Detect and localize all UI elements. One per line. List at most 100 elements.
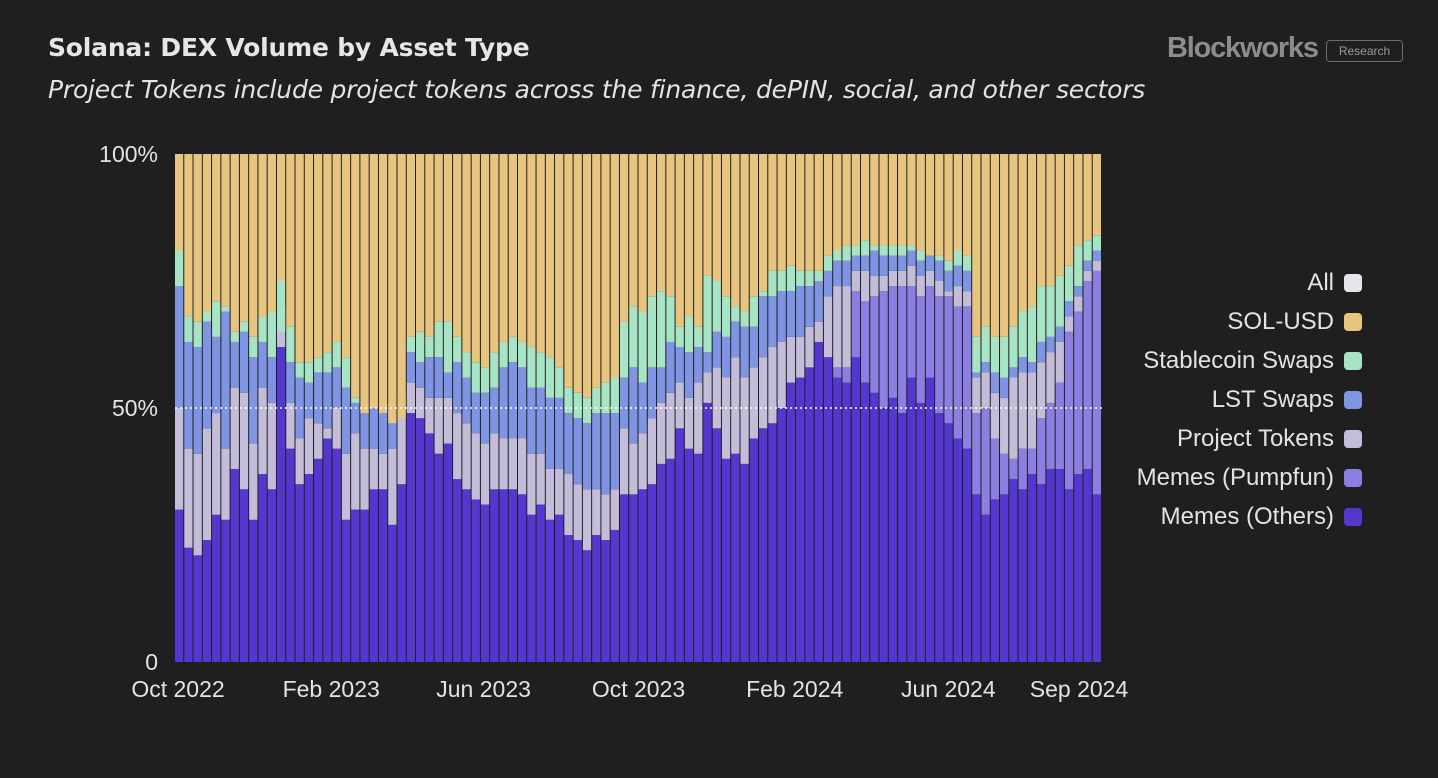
bar-segment-lst-swaps [221, 311, 230, 449]
bar-segment-memes-others [175, 509, 184, 662]
bar-segment-stablecoin-swaps [619, 321, 629, 378]
bar-segment-memes-others [962, 448, 972, 662]
bar-segment-stablecoin-swaps [888, 245, 898, 256]
bar-segment-stablecoin-swaps [935, 255, 944, 261]
x-tick-label: Jun 2024 [901, 676, 996, 702]
bar-segment-stablecoin-swaps [239, 321, 249, 332]
bar-segment-lst-swaps [629, 367, 638, 444]
bar-segment-sol-usd [545, 154, 555, 358]
bar-segment-lst-swaps [972, 372, 981, 378]
bar-segment-memes-others [629, 494, 638, 662]
bar-segment-lst-swaps [675, 347, 684, 383]
bar-segment-memes-others [851, 357, 860, 662]
bar-segment-stablecoin-swaps [907, 245, 916, 251]
bar-segment-memes-pumpfun [1046, 402, 1055, 469]
bar-segment-lst-swaps [249, 357, 258, 444]
legend-item-project-tokens[interactable]: Project Tokens [1177, 424, 1362, 454]
bar-segment-lst-swaps [740, 326, 749, 378]
bar-segment-memes-others [898, 413, 907, 662]
bar-segment-project-tokens [610, 489, 619, 530]
bar-segment-lst-swaps [471, 392, 480, 434]
bar-segment-stablecoin-swaps [1000, 336, 1009, 378]
bar-segment-project-tokens [647, 418, 657, 485]
bar-segment-sol-usd [286, 154, 295, 327]
legend-item-lst-swaps[interactable]: LST Swaps [1212, 385, 1362, 415]
legend-item-memes-others[interactable]: Memes (Others) [1161, 502, 1362, 532]
bar-segment-sol-usd [212, 154, 221, 302]
bar-segment-stablecoin-swaps [258, 316, 267, 342]
bar-segment-memes-others [916, 402, 925, 662]
bar-segment-stablecoin-swaps [870, 245, 879, 251]
bar-segment-memes-others [286, 448, 295, 662]
bar-segment-lst-swaps [712, 331, 721, 368]
bar-segment-memes-pumpfun [1000, 453, 1009, 495]
bar-segment-lst-swaps [814, 281, 823, 322]
bar-segment-memes-others [694, 453, 703, 662]
bar-segment-memes-pumpfun [851, 291, 860, 358]
legend-swatch [1344, 508, 1362, 526]
bar-segment-stablecoin-swaps [842, 245, 851, 261]
bar-segment-project-tokens [258, 387, 267, 475]
bar-segment-project-tokens [879, 275, 888, 292]
bar-segment-sol-usd [295, 154, 304, 363]
bar-segment-lst-swaps [610, 413, 619, 490]
legend-item-memes-pumpfun[interactable]: Memes (Pumpfun) [1137, 463, 1362, 493]
bar-segment-sol-usd [480, 154, 490, 368]
bar-segment-project-tokens [434, 397, 443, 454]
bar-segment-lst-swaps [1083, 260, 1092, 271]
bar-segment-lst-swaps [879, 255, 888, 276]
bar-segment-sol-usd [981, 154, 990, 327]
legend-item-sol-usd[interactable]: SOL-USD [1227, 307, 1362, 337]
bar-segment-memes-others [972, 494, 981, 662]
bar-segment-stablecoin-swaps [545, 357, 555, 398]
bar-segment-memes-pumpfun [962, 306, 972, 449]
bar-segment-memes-others [703, 402, 712, 662]
bar-segment-memes-pumpfun [860, 301, 870, 383]
bar-segment-stablecoin-swaps [1092, 235, 1101, 251]
bar-segment-project-tokens [703, 372, 712, 403]
bar-segment-memes-others [981, 514, 990, 662]
bar-segment-project-tokens [471, 433, 480, 500]
bar-segment-stablecoin-swaps [341, 357, 351, 388]
bar-segment-memes-pumpfun [1092, 270, 1101, 495]
bar-segment-lst-swaps [480, 392, 490, 444]
bar-segment-stablecoin-swaps [684, 316, 694, 353]
bar-segment-sol-usd [1037, 154, 1046, 287]
bar-segment-memes-others [517, 494, 527, 662]
bar-segment-project-tokens [517, 438, 527, 495]
bar-segment-lst-swaps [212, 336, 221, 414]
x-tick-label: Feb 2024 [746, 676, 843, 702]
bar-segment-stablecoin-swaps [805, 270, 814, 287]
bar-segment-stablecoin-swaps [953, 250, 962, 266]
bar-segment-stablecoin-swaps [536, 352, 545, 388]
bar-segment-sol-usd [777, 154, 786, 271]
bar-segment-project-tokens [545, 468, 555, 520]
bar-segment-sol-usd [1083, 154, 1092, 241]
bar-segment-stablecoin-swaps [823, 255, 833, 271]
bar-segment-memes-others [508, 489, 517, 662]
bar-segment-memes-others [490, 489, 499, 662]
bar-segment-sol-usd [712, 154, 721, 281]
bar-segment-memes-others [564, 535, 573, 662]
bar-segment-project-tokens [295, 438, 304, 485]
bar-segment-memes-others [675, 428, 684, 662]
bar-segment-lst-swaps [842, 260, 851, 287]
bar-segment-memes-pumpfun [833, 367, 842, 378]
legend-label: Memes (Others) [1160, 503, 1334, 530]
legend-item-stablecoin-swaps[interactable]: Stablecoin Swaps [1143, 346, 1362, 376]
bar-segment-memes-others [360, 509, 369, 662]
x-tick-label: Feb 2023 [283, 676, 380, 702]
bar-segment-memes-pumpfun [1027, 448, 1037, 475]
bar-segment-sol-usd [499, 154, 508, 342]
bar-segment-lst-swaps [935, 260, 944, 281]
legend-swatch [1344, 352, 1362, 370]
bar-segment-lst-swaps [666, 341, 675, 393]
bar-segment-sol-usd [703, 154, 712, 276]
bar-segment-stablecoin-swaps [1046, 286, 1055, 337]
bar-segment-project-tokens [212, 413, 221, 515]
bar-segment-lst-swaps [796, 286, 805, 337]
bar-segment-lst-swaps [564, 413, 573, 475]
bar-segment-lst-swaps [916, 260, 925, 276]
legend-item-all[interactable]: All [1307, 268, 1362, 298]
bar-segment-memes-others [304, 474, 314, 662]
